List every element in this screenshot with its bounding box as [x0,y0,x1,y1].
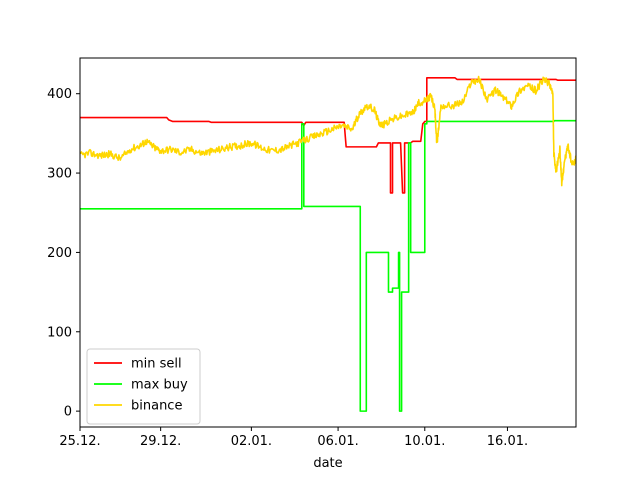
series-line-max-buy [80,119,576,412]
y-tick-label: 200 [47,246,72,261]
y-axis: 0 100 200 300 400 [47,87,80,420]
plot-area [79,57,577,428]
legend-label-min-sell: min sell [131,357,182,372]
series-group [80,75,576,412]
x-tick-label: 25.12. [59,434,100,449]
x-tick-label: 06.01. [317,434,358,449]
legend: min sell max buy binance [86,348,201,425]
legend-label-binance: binance [131,399,182,414]
x-axis: 25.12. 29.12. 02.01. 06.01. 10.01. 16.01. [59,427,528,449]
legend-label-max-buy: max buy [131,378,188,393]
series-line-min-sell [80,77,576,194]
x-tick-label: 16.01. [487,434,528,449]
y-tick-label: 400 [47,87,72,102]
y-tick-label: 100 [47,325,72,340]
y-tick-label: 300 [47,167,72,182]
x-tick-label: 10.01. [404,434,445,449]
y-tick-label: 0 [64,405,72,420]
x-tick-label: 02.01. [231,434,272,449]
x-axis-label: date [313,456,342,471]
series-line-binance [80,75,576,187]
x-tick-label: 29.12. [140,434,181,449]
axes-frame [79,57,577,428]
